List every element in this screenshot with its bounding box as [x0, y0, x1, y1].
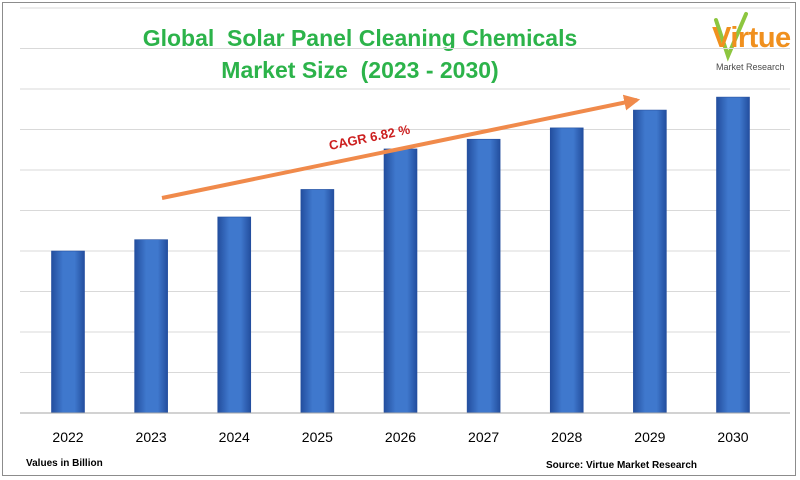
x-tick-label-2027: 2027 — [468, 429, 499, 445]
logo-v-icon — [714, 12, 748, 62]
cagr-arrow — [161, 94, 641, 200]
chart-title-line2: Market Size (2023 - 2030) — [221, 57, 499, 83]
bar-2024 — [217, 216, 252, 414]
values-unit-note: Values in Billion — [26, 458, 103, 469]
bar-2022 — [51, 250, 85, 414]
bar-2030 — [716, 96, 750, 414]
x-tick-label-2030: 2030 — [717, 429, 748, 445]
bar-2026 — [383, 148, 418, 414]
x-tick-label-2029: 2029 — [634, 429, 665, 445]
bar-2023 — [134, 239, 168, 414]
x-tick-label-2028: 2028 — [551, 429, 582, 445]
bar-2025 — [300, 189, 335, 414]
logo-subtitle: Market Research — [716, 62, 785, 72]
bar-2027 — [466, 138, 501, 414]
x-tick-label-2022: 2022 — [52, 429, 83, 445]
bar-2029 — [633, 109, 667, 414]
chart-title-line1: Global Solar Panel Cleaning Chemicals — [142, 25, 578, 51]
x-tick-label-2026: 2026 — [385, 429, 416, 445]
x-tick-label-2023: 2023 — [136, 429, 167, 445]
x-tick-labels: 2022 2023 2024 2025 2026 2027 2028 2029 2030 — [52, 429, 748, 445]
source-note: Source: Virtue Market Research — [546, 460, 697, 471]
x-tick-label-2024: 2024 — [219, 429, 250, 445]
bar-2028 — [549, 127, 584, 414]
x-tick-label-2025: 2025 — [302, 429, 333, 445]
bars — [51, 96, 750, 414]
chart-title: Global Solar Panel Cleaning Chemicals Ma… — [80, 22, 640, 86]
